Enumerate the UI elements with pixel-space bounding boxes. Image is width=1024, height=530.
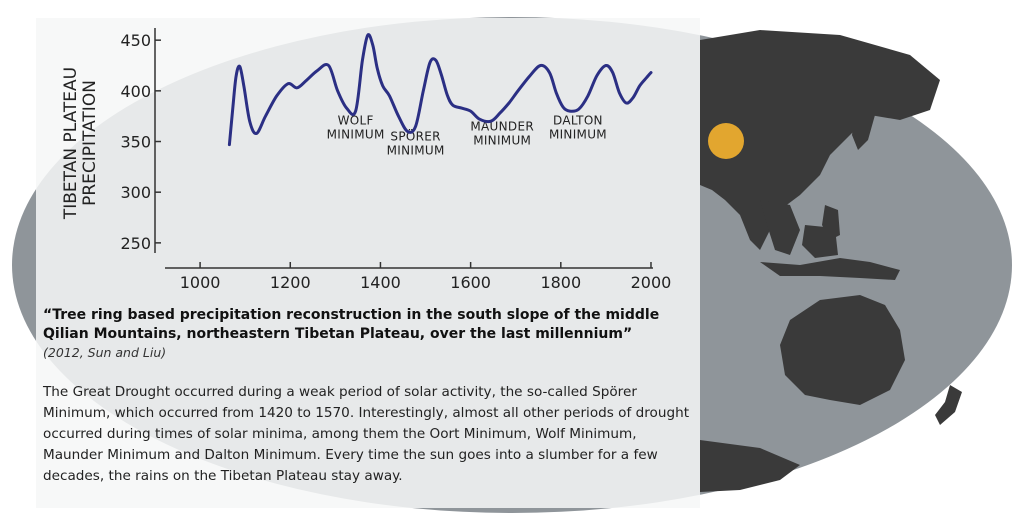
precipitation-series-line (227, 33, 653, 147)
body-paragraph: The Great Drought occurred during a weak… (43, 384, 690, 484)
y-axis-title-line: PRECIPITATION (80, 80, 100, 206)
precipitation-chart: 250 300 350 400 450 1000 1200 1400 1600 1800 2000 T… (61, 28, 671, 292)
x-tick-label: 1800 (540, 273, 581, 292)
citation-block: “Tree ring based precipitation reconstru… (43, 306, 698, 360)
y-tick-label: 450 (120, 31, 151, 50)
y-tick-label: 350 (120, 133, 151, 152)
indonesia-landmass (760, 258, 900, 280)
annotation-line: MAUNDER (470, 119, 534, 133)
annotation-line: MINIMUM (327, 127, 385, 141)
x-tick-label: 1600 (450, 273, 491, 292)
annotation-line: MINIMUM (473, 133, 531, 147)
y-axis-title-line: TIBETAN PLATEAU (61, 67, 81, 220)
x-tick-label: 1000 (180, 273, 221, 292)
x-tick-label: 2000 (631, 273, 672, 292)
chart-plot (227, 33, 653, 147)
annotation-line: MINIMUM (387, 144, 445, 158)
citation-title: “Tree ring based precipitation reconstru… (43, 307, 660, 342)
tibetan-plateau-marker (708, 123, 744, 159)
y-tick-label: 400 (120, 82, 151, 101)
korea-landmass (830, 118, 845, 145)
info-panel (36, 18, 700, 508)
new-zealand-landmass (935, 385, 962, 425)
chart-axes: 250 300 350 400 450 1000 1200 1400 1600 1800 2000 T… (61, 28, 671, 292)
asia-landmass (700, 30, 940, 250)
x-tick-label: 1400 (360, 273, 401, 292)
southeast-asia-landmass (760, 200, 800, 255)
annotation-line: DALTON (553, 113, 603, 127)
annotation-line: WOLF (338, 113, 374, 127)
japan-landmass (852, 100, 875, 150)
annotation-line: SPÖRER (390, 128, 440, 144)
africa-south-landmass (700, 440, 800, 492)
y-tick-label: 250 (120, 234, 151, 253)
x-tick-label: 1200 (270, 273, 311, 292)
australia-landmass (780, 295, 905, 405)
citation-source: (2012, Sun and Liu) (43, 345, 167, 360)
borneo-landmass (802, 225, 838, 258)
annotation-line: MINIMUM (549, 127, 607, 141)
y-tick-label: 300 (120, 183, 151, 202)
